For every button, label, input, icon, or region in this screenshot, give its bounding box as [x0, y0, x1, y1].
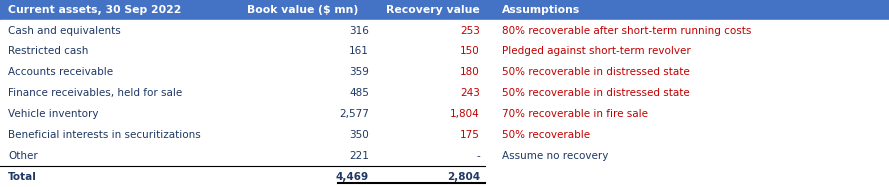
Bar: [0, 83, 889, 104]
Text: Pledged against short-term revolver: Pledged against short-term revolver: [502, 46, 691, 56]
Text: Assume no recovery: Assume no recovery: [502, 151, 609, 161]
Bar: [0, 145, 889, 166]
Bar: [0, 41, 889, 62]
Text: 175: 175: [461, 130, 480, 140]
Text: Cash and equivalents: Cash and equivalents: [8, 26, 121, 36]
Text: Vehicle inventory: Vehicle inventory: [8, 109, 99, 119]
Bar: [0, 62, 889, 83]
Text: -: -: [477, 151, 480, 161]
Text: 243: 243: [461, 88, 480, 98]
Text: 161: 161: [349, 46, 369, 56]
Text: 316: 316: [349, 26, 369, 36]
Text: Assumptions: Assumptions: [502, 5, 581, 15]
Text: Finance receivables, held for sale: Finance receivables, held for sale: [8, 88, 182, 98]
Bar: [0, 0, 889, 20]
Text: Current assets, 30 Sep 2022: Current assets, 30 Sep 2022: [8, 5, 181, 15]
Text: 485: 485: [349, 88, 369, 98]
Text: Beneficial interests in securitizations: Beneficial interests in securitizations: [8, 130, 201, 140]
Text: 180: 180: [461, 67, 480, 77]
Bar: [0, 20, 889, 41]
Text: Other: Other: [8, 151, 37, 161]
Text: Restricted cash: Restricted cash: [8, 46, 88, 56]
Text: Recovery value: Recovery value: [387, 5, 480, 15]
Text: 359: 359: [349, 67, 369, 77]
Text: 50% recoverable: 50% recoverable: [502, 130, 590, 140]
Text: 253: 253: [461, 26, 480, 36]
Text: Book value ($ mn): Book value ($ mn): [246, 5, 358, 15]
Text: 50% recoverable in distressed state: 50% recoverable in distressed state: [502, 88, 690, 98]
Text: Accounts receivable: Accounts receivable: [8, 67, 113, 77]
Text: 350: 350: [349, 130, 369, 140]
Bar: [0, 124, 889, 145]
Text: 221: 221: [349, 151, 369, 161]
Text: 50% recoverable in distressed state: 50% recoverable in distressed state: [502, 67, 690, 77]
Bar: [0, 104, 889, 124]
Text: 1,804: 1,804: [451, 109, 480, 119]
Text: 150: 150: [461, 46, 480, 56]
Text: 70% recoverable in fire sale: 70% recoverable in fire sale: [502, 109, 648, 119]
Text: 2,577: 2,577: [339, 109, 369, 119]
Text: 4,469: 4,469: [336, 171, 369, 182]
Text: 2,804: 2,804: [447, 171, 480, 182]
Text: 80% recoverable after short-term running costs: 80% recoverable after short-term running…: [502, 26, 752, 36]
Text: Total: Total: [8, 171, 36, 182]
Bar: [0, 166, 889, 187]
